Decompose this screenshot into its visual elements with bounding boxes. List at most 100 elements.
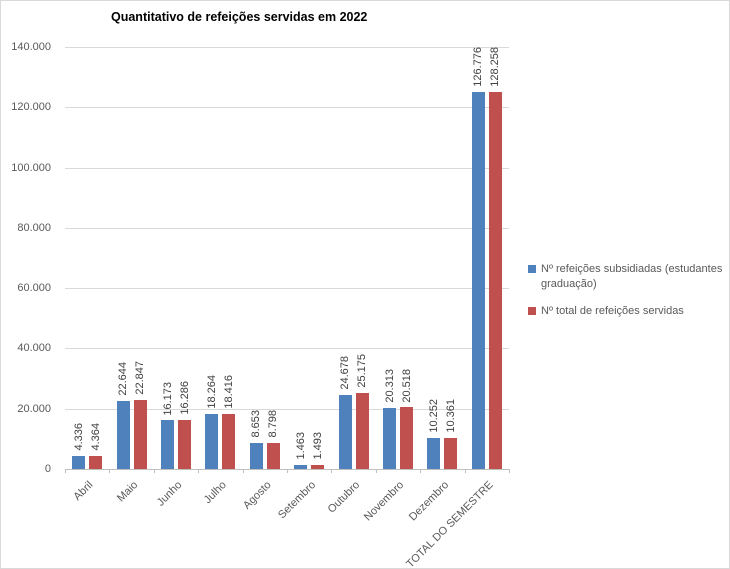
bar-column: 20.518 xyxy=(400,47,414,469)
bar-data-label: 10.361 xyxy=(444,399,457,433)
bar-group-dezembro: 10.252 10.361 xyxy=(420,47,464,469)
bar-column: 1.463 xyxy=(294,47,308,469)
bar-column: 16.286 xyxy=(178,47,192,469)
y-tick-label: 60.000 xyxy=(17,282,51,295)
bar-subsidiadas xyxy=(205,413,219,469)
gridline xyxy=(65,409,509,410)
bar-column: 4.364 xyxy=(89,47,103,469)
bar-group-setembro: 1.463 1.493 xyxy=(287,47,331,469)
x-tick xyxy=(198,469,199,473)
gridline xyxy=(65,168,509,169)
bar-column: 1.493 xyxy=(311,47,325,469)
plot-area: 4.336 4.364 22.644 22.847 16.173 16.286 18.264… xyxy=(65,47,509,470)
bar-column: 25.175 xyxy=(355,47,369,469)
bar-group-julho: 18.264 18.416 xyxy=(198,47,242,469)
x-tick xyxy=(243,469,244,473)
legend-item-total: Nº total de refeições servidas xyxy=(528,304,726,319)
legend-swatch-red-icon xyxy=(528,306,536,315)
bar-column: 18.416 xyxy=(222,47,236,469)
bar-total xyxy=(178,419,192,469)
x-category-label: Agosto xyxy=(240,479,274,512)
x-tick xyxy=(65,469,66,473)
bar-group-maio: 22.644 22.847 xyxy=(109,47,153,469)
bar-total xyxy=(89,455,103,469)
bar-data-label: 1.493 xyxy=(311,431,324,460)
bar-group-agosto: 8.653 8.798 xyxy=(243,47,287,469)
bar-group-total-do-semestre: 126.776 128.258 xyxy=(465,47,509,469)
bar-total xyxy=(133,400,147,469)
gridline xyxy=(65,107,509,108)
bar-data-label: 25.175 xyxy=(356,354,369,389)
x-tick xyxy=(154,469,155,473)
bar-total xyxy=(355,393,369,469)
x-tick xyxy=(109,469,110,473)
bar-subsidiadas xyxy=(294,464,308,469)
bar-data-label: 126.776 xyxy=(472,47,485,87)
bar-total xyxy=(444,437,458,469)
bar-total xyxy=(222,413,236,469)
x-axis: Abril Maio Junho Julho Agosto Setembro Outubro… xyxy=(65,475,509,568)
bar-subsidiadas xyxy=(338,394,352,469)
x-tick xyxy=(509,469,510,473)
x-tick xyxy=(376,469,377,473)
x-category-label: Novembro xyxy=(362,479,407,524)
bar-data-label: 4.364 xyxy=(89,423,102,451)
x-tick xyxy=(287,469,288,473)
bar-group-abril: 4.336 4.364 xyxy=(65,47,109,469)
bar-total xyxy=(488,91,502,469)
x-category-label: TOTAL DO SEMESTRE xyxy=(403,479,496,569)
bar-data-label: 16.286 xyxy=(178,381,191,415)
bar-data-label: 22.644 xyxy=(117,362,130,396)
bar-data-label: 24.678 xyxy=(339,355,352,390)
chart-title: Quantitativo de refeições servidas em 20… xyxy=(111,10,368,24)
x-tick xyxy=(465,469,466,473)
y-axis: 0 20.000 40.000 60.000 80.000 100.000 120.000 1… xyxy=(1,41,51,475)
x-tick xyxy=(420,469,421,473)
bar-subsidiadas xyxy=(249,442,263,469)
bar-group-novembro: 20.313 20.518 xyxy=(376,47,420,469)
bar-subsidiadas xyxy=(427,438,441,469)
bar-data-label: 18.416 xyxy=(222,374,235,409)
x-category-label: Setembro xyxy=(275,479,318,522)
bar-data-label: 4.336 xyxy=(72,423,85,451)
gridline xyxy=(65,47,509,48)
bar-group-junho: 16.173 16.286 xyxy=(154,47,198,469)
bar-column: 4.336 xyxy=(72,47,86,469)
gridline xyxy=(65,348,509,349)
x-axis-ticks xyxy=(65,469,510,474)
bar-total xyxy=(311,464,325,469)
legend-label-total: Nº total de refeições servidas xyxy=(541,304,684,317)
legend: Nº refeições subsidiadas (estudantes gra… xyxy=(528,262,726,331)
y-tick-label: 20.000 xyxy=(17,402,51,415)
x-category-label: Abril xyxy=(71,479,96,504)
bar-column: 8.798 xyxy=(266,47,280,469)
gridline xyxy=(65,228,509,229)
bar-column: 20.313 xyxy=(383,47,397,469)
bar-group-outubro: 24.678 25.175 xyxy=(331,47,375,469)
bar-subsidiadas xyxy=(116,400,130,469)
bar-data-label: 10.252 xyxy=(427,399,440,434)
bar-column: 10.361 xyxy=(444,47,458,469)
bar-data-label: 1.463 xyxy=(294,432,307,460)
legend-label-subsidiadas: Nº refeições subsidiadas (estudantes gra… xyxy=(541,263,723,290)
y-tick-label: 120.000 xyxy=(11,101,51,114)
bar-data-label: 8.653 xyxy=(250,410,263,438)
x-category-label: Outubro xyxy=(325,479,363,516)
bar-total xyxy=(266,442,280,469)
x-category-label: Maio xyxy=(114,479,141,505)
bar-column: 18.264 xyxy=(205,47,219,469)
bar-column: 16.173 xyxy=(161,47,175,469)
bar-column: 10.252 xyxy=(427,47,441,469)
y-tick-label: 140.000 xyxy=(11,41,51,53)
bar-column: 126.776 xyxy=(471,47,485,469)
y-tick-label: 100.000 xyxy=(11,161,51,174)
bar-column: 24.678 xyxy=(338,47,352,469)
bar-subsidiadas xyxy=(383,407,397,469)
bar-data-label: 16.173 xyxy=(161,381,174,416)
bar-data-label: 22.847 xyxy=(134,361,147,396)
bar-subsidiadas xyxy=(72,455,86,469)
bar-column: 8.653 xyxy=(249,47,263,469)
y-tick-label: 80.000 xyxy=(17,221,51,234)
legend-swatch-blue-icon xyxy=(528,265,536,273)
bar-column: 22.847 xyxy=(133,47,147,469)
